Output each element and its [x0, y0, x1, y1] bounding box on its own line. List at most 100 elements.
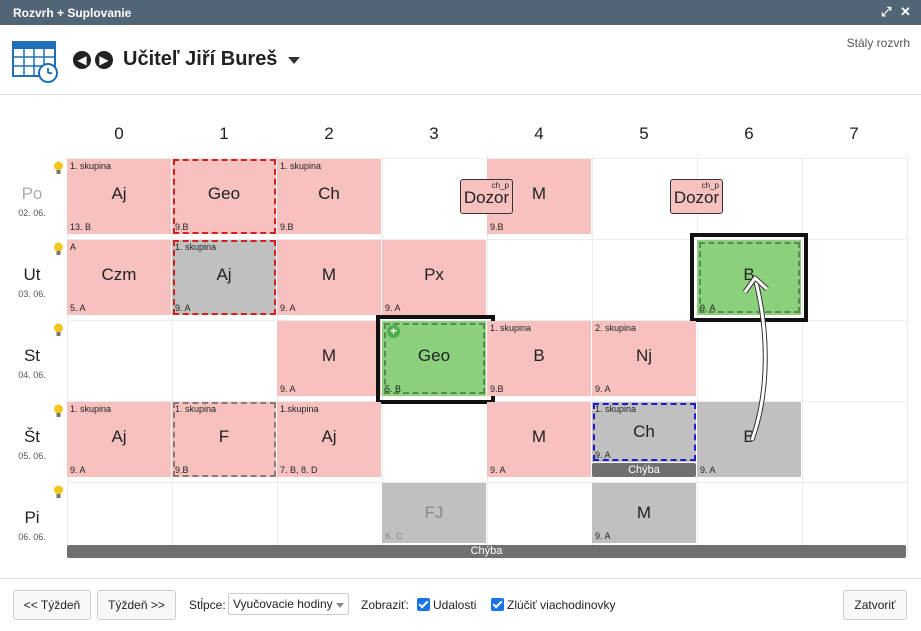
- lesson-cell[interactable]: 1. skupina Ch 9. A: [592, 402, 696, 462]
- lesson-subject: M: [321, 346, 337, 365]
- lesson-cell[interactable]: B 9. A: [697, 402, 801, 477]
- lesson-class: 5. B: [385, 384, 402, 394]
- lesson-class: 13. B: [70, 222, 92, 232]
- substitute-lesson-cell[interactable]: B 9. A: [697, 240, 801, 315]
- caret-down-icon[interactable]: [288, 57, 300, 64]
- day-label-po: Po 02. 06.: [0, 184, 64, 218]
- lesson-class: 9. A: [700, 465, 716, 475]
- expand-icon[interactable]: ⤢: [881, 4, 892, 19]
- lesson-group: 2. skupina: [595, 323, 637, 333]
- day-date: 05. 06.: [18, 451, 46, 461]
- lesson-cell[interactable]: 2. skupina Nj 9. A: [592, 321, 696, 396]
- lesson-group: 1. skupina: [70, 404, 112, 414]
- lesson-cell[interactable]: 1. skupina Ch 9.B: [277, 159, 381, 234]
- duty-tag: ch_p: [701, 181, 719, 190]
- lesson-subject: Aj: [111, 427, 127, 446]
- day-name: Ut: [23, 265, 41, 284]
- schedule-header: ◀ ▶ Učiteľ Jiří Bureš Stály rozvrh: [0, 25, 921, 95]
- close-button[interactable]: Zatvoriť: [843, 590, 907, 620]
- lesson-class: 9.B: [280, 222, 294, 232]
- column-header-2: 2: [324, 124, 334, 143]
- lesson-cell[interactable]: 1. skupina B 9.B: [487, 321, 591, 396]
- lesson-group: A: [70, 242, 77, 252]
- lesson-subject: Czm: [101, 265, 137, 284]
- grid-line: [67, 158, 907, 159]
- columns-select-value: Vyučovacie hodiny: [233, 597, 333, 611]
- merge-lessons-label[interactable]: Zlúčiť viachodinovky: [507, 598, 616, 612]
- lesson-class: 9. A: [280, 303, 296, 313]
- lesson-class: 9. A: [175, 303, 191, 313]
- lesson-group: 1. skupina: [175, 404, 217, 414]
- teacher-name[interactable]: Učiteľ Jiří Bureš: [123, 48, 278, 70]
- grid-line: [67, 155, 68, 558]
- previous-week-button[interactable]: << Týždeň: [13, 590, 91, 620]
- lesson-cell[interactable]: M 9. A: [277, 240, 381, 315]
- column-header-5: 5: [639, 124, 649, 143]
- next-week-button[interactable]: Týždeň >>: [97, 590, 176, 620]
- lesson-class: 9. A: [700, 303, 716, 313]
- day-name: Pi: [24, 508, 40, 527]
- lesson-subject: Ch: [318, 184, 340, 203]
- lesson-cell[interactable]: 1.skupina Aj 7. B, 8. D: [277, 402, 381, 477]
- column-header-1: 1: [219, 124, 229, 143]
- grid-line: [67, 320, 907, 321]
- lightbulb-icon[interactable]: [53, 404, 64, 418]
- lightbulb-icon[interactable]: [53, 161, 64, 175]
- day-name: Po: [21, 184, 43, 203]
- lesson-group: 1. skupina: [595, 404, 637, 414]
- events-label[interactable]: Udalosti: [433, 598, 477, 612]
- lesson-cell[interactable]: 1. skupina Aj 13. B: [67, 159, 171, 234]
- events-checkbox[interactable]: [417, 598, 430, 611]
- lesson-class: 9. A: [70, 465, 86, 475]
- arrow-left-icon[interactable]: ◀: [73, 51, 91, 69]
- lesson-class: 7. B, 8. D: [280, 465, 318, 475]
- grid-line: [907, 155, 908, 558]
- arrow-right-icon[interactable]: ▶: [95, 51, 113, 69]
- lesson-cell[interactable]: FJ K. C: [382, 483, 486, 543]
- column-header-3: 3: [429, 124, 439, 143]
- day-label-ut: Ut 03. 06.: [0, 265, 64, 299]
- lesson-subject: B: [743, 427, 755, 446]
- close-icon[interactable]: ✕: [900, 4, 911, 19]
- lightbulb-icon[interactable]: [53, 485, 64, 499]
- lesson-cell[interactable]: A Czm 5. A: [67, 240, 171, 315]
- schedule-mode-link[interactable]: Stály rozvrh: [846, 36, 910, 50]
- lesson-cell[interactable]: 1. skupina Aj 9. A: [67, 402, 171, 477]
- column-header-7: 7: [849, 124, 859, 143]
- lesson-cell[interactable]: 1. skupina Aj 9. A: [172, 240, 276, 315]
- lightbulb-icon[interactable]: [53, 242, 64, 256]
- supervision-duty[interactable]: ch_p Dozor: [460, 179, 513, 214]
- lesson-group: 1. skupina: [280, 161, 322, 171]
- move-arrow-icon: [742, 275, 769, 441]
- day-date: 02. 06.: [18, 208, 46, 218]
- lesson-subject: Nj: [635, 346, 653, 365]
- grid-line: [67, 482, 907, 483]
- lesson-cell[interactable]: M 9. A: [487, 402, 591, 477]
- lesson-cell[interactable]: Geo 9.B: [172, 159, 276, 234]
- grid-line: [802, 155, 803, 558]
- lightbulb-icon[interactable]: [53, 323, 64, 337]
- lesson-class: K. C: [385, 531, 403, 541]
- lesson-group: 1. skupina: [175, 242, 217, 252]
- lesson-cell[interactable]: 1. skupina F 9.B: [172, 402, 276, 477]
- supervision-duty[interactable]: ch_p Dozor: [670, 179, 723, 214]
- lesson-class: 9. A: [385, 303, 401, 313]
- lesson-subject: B: [743, 265, 755, 284]
- lesson-cell[interactable]: M 9. A: [277, 321, 381, 396]
- grid-line: [172, 155, 173, 558]
- chevron-down-icon: [336, 603, 344, 608]
- window-title: Rozvrh + Suplovanie: [13, 6, 132, 20]
- add-icon[interactable]: +: [387, 325, 400, 338]
- duty-label: Dozor: [673, 188, 720, 207]
- day-name: Št: [23, 427, 41, 446]
- lesson-cell[interactable]: M 9. A: [592, 483, 696, 543]
- lesson-subject: M: [531, 184, 547, 203]
- lesson-subject: Ch: [633, 422, 655, 441]
- columns-select[interactable]: Vyučovacie hodiny: [228, 593, 349, 615]
- calendar-clock-icon: [12, 41, 58, 83]
- merge-lessons-checkbox[interactable]: [491, 598, 504, 611]
- lesson-group: 1. skupina: [490, 323, 532, 333]
- absence-bar: Chýba: [592, 463, 696, 477]
- lesson-cell[interactable]: Px 9. A: [382, 240, 486, 315]
- grid-line: [697, 155, 698, 558]
